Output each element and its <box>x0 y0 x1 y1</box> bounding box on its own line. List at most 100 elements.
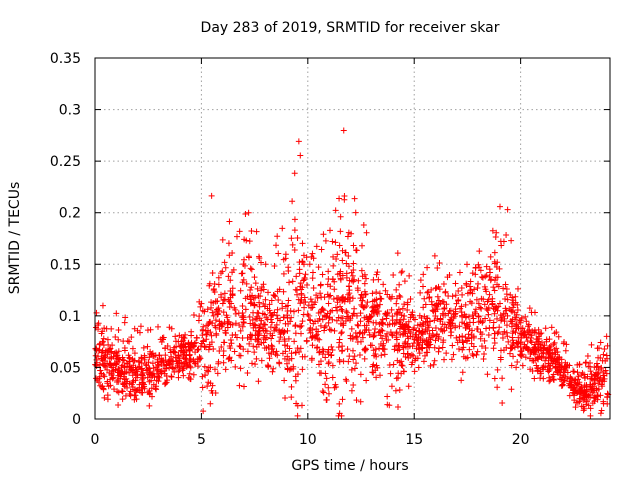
data-point <box>379 345 386 352</box>
data-point <box>220 347 227 354</box>
data-point <box>354 333 361 340</box>
data-point <box>574 361 581 368</box>
data-point <box>538 330 545 337</box>
data-point <box>119 396 126 403</box>
data-point <box>285 264 292 271</box>
data-point <box>417 289 424 296</box>
data-point <box>344 233 351 240</box>
data-point <box>357 398 364 405</box>
data-point <box>158 368 165 375</box>
data-point <box>233 334 240 341</box>
data-point <box>500 285 507 292</box>
data-point <box>462 324 469 331</box>
data-point <box>419 283 426 290</box>
data-point <box>509 337 516 344</box>
data-point <box>302 271 309 278</box>
data-point <box>499 400 506 407</box>
data-point <box>226 218 233 225</box>
data-point <box>148 351 155 358</box>
data-point <box>404 301 411 308</box>
data-point <box>394 347 401 354</box>
data-point <box>190 371 197 378</box>
data-point <box>192 339 199 346</box>
data-point <box>233 233 240 240</box>
data-point <box>525 346 532 353</box>
data-point <box>435 297 442 304</box>
data-point <box>435 335 442 342</box>
data-point <box>558 366 565 373</box>
data-point <box>333 256 340 263</box>
data-point <box>508 237 515 244</box>
data-point <box>503 232 510 239</box>
data-point <box>598 407 605 414</box>
plot-frame <box>94 57 611 420</box>
data-point <box>167 349 174 356</box>
data-point <box>478 343 485 350</box>
data-point <box>504 296 511 303</box>
data-point <box>393 336 400 343</box>
data-point <box>172 364 179 371</box>
data-point <box>441 356 448 363</box>
data-point <box>601 378 608 385</box>
x-tick-label: 20 <box>512 432 530 448</box>
data-point <box>186 370 193 377</box>
data-point <box>208 192 215 199</box>
data-point <box>130 377 137 384</box>
data-point <box>346 353 353 360</box>
data-point <box>188 332 195 339</box>
data-point <box>551 339 558 346</box>
data-point <box>342 249 349 256</box>
data-point <box>175 357 182 364</box>
data-point <box>393 286 400 293</box>
data-point <box>178 338 185 345</box>
data-point <box>212 317 219 324</box>
data-point <box>397 293 404 300</box>
data-point <box>548 324 555 331</box>
data-point <box>201 344 208 351</box>
data-point <box>115 378 122 385</box>
data-point <box>110 374 117 381</box>
data-point <box>280 329 287 336</box>
data-point <box>509 320 516 327</box>
data-point <box>196 354 203 361</box>
data-point <box>512 322 519 329</box>
data-point <box>517 352 524 359</box>
data-point <box>361 355 368 362</box>
data-point <box>199 307 206 314</box>
data-point <box>199 373 206 380</box>
data-point <box>477 304 484 311</box>
data-point <box>214 311 221 318</box>
data-point <box>362 345 369 352</box>
data-point <box>186 352 193 359</box>
data-point <box>487 253 494 260</box>
data-point <box>135 364 142 371</box>
data-point <box>394 311 401 318</box>
data-point <box>144 327 151 334</box>
data-point <box>320 348 327 355</box>
data-point <box>369 290 376 297</box>
data-point <box>170 365 177 372</box>
data-point <box>271 292 278 299</box>
data-point <box>439 344 446 351</box>
data-point <box>504 206 511 213</box>
data-point <box>455 297 462 304</box>
data-point <box>286 357 293 364</box>
data-point <box>394 357 401 364</box>
data-point <box>303 337 310 344</box>
data-point <box>262 261 269 268</box>
data-point <box>329 362 336 369</box>
data-point <box>282 303 289 310</box>
data-point <box>600 351 607 358</box>
data-point <box>242 210 249 217</box>
data-point <box>241 236 248 243</box>
data-point <box>256 299 263 306</box>
data-point <box>226 298 233 305</box>
data-point <box>581 375 588 382</box>
data-point <box>274 306 281 313</box>
data-point <box>265 363 272 370</box>
data-point <box>146 402 153 409</box>
data-point <box>378 352 385 359</box>
data-point <box>342 376 349 383</box>
data-point <box>384 393 391 400</box>
data-point <box>325 268 332 275</box>
